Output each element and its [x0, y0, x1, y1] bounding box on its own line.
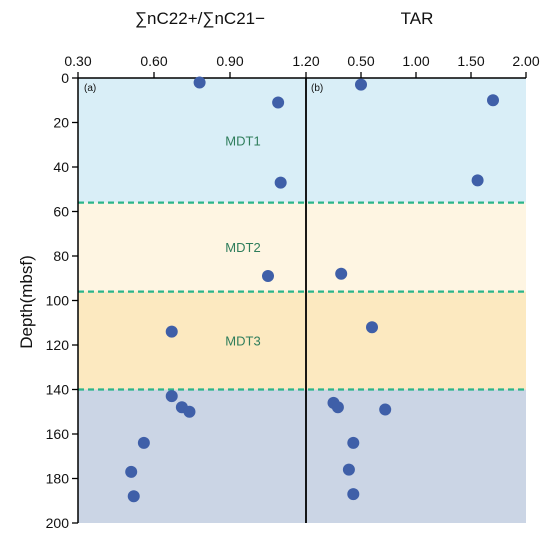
zone-label: MDT1	[225, 133, 260, 148]
data-point	[366, 321, 378, 334]
y-tick-label: 200	[46, 515, 70, 531]
y-tick-label: 180	[46, 471, 70, 487]
data-points	[125, 76, 499, 503]
data-point	[347, 488, 360, 501]
y-tick-label: 40	[53, 159, 69, 175]
data-point	[347, 436, 360, 449]
data-point	[127, 490, 140, 503]
y-tick-label: 60	[53, 204, 69, 220]
y-axis-title: Depth(mbsf)	[17, 255, 36, 349]
zone-labels: MDT1 MDT2 MDT3	[225, 133, 260, 348]
y-tick-label: 100	[46, 293, 70, 309]
data-point	[272, 96, 285, 109]
data-point	[379, 403, 392, 416]
data-point	[335, 267, 348, 280]
data-point	[487, 94, 499, 107]
data-point	[262, 270, 274, 283]
x-tick-label: 0.30	[64, 53, 91, 69]
zone-band	[78, 389, 526, 523]
y-tick-label: 140	[46, 382, 70, 398]
zone-band	[78, 78, 526, 203]
x-axis-a-title: ∑nC22+/∑nC21−	[135, 9, 265, 28]
x-tick-label: 2.00	[512, 53, 539, 69]
x-tick-label: 1.50	[457, 53, 484, 69]
data-point	[274, 176, 287, 189]
x-tick-label: 0.60	[140, 53, 167, 69]
y-tick-label: 0	[61, 70, 69, 86]
zone-label: MDT2	[225, 240, 260, 255]
x-tick-label: 1.20	[292, 53, 319, 69]
data-point	[125, 465, 138, 478]
x-tick-label: 0.50	[347, 53, 374, 69]
data-point	[193, 76, 206, 89]
data-point	[342, 463, 355, 476]
zone-boundaries	[78, 201, 526, 391]
data-point	[355, 78, 367, 91]
data-point	[165, 325, 178, 338]
zone-bands	[78, 78, 526, 523]
zone-band	[78, 202, 526, 292]
y-tick-label: 160	[46, 426, 70, 442]
zone-band	[78, 291, 526, 390]
x-axis-b-title: TAR	[401, 9, 434, 28]
y-tick-label: 120	[46, 337, 70, 353]
zone-label: MDT3	[225, 334, 260, 349]
data-point	[471, 174, 484, 187]
panel-b-label: (b)	[311, 83, 323, 94]
data-point	[183, 405, 196, 418]
data-point	[165, 390, 178, 403]
y-tick-label: 20	[53, 115, 69, 131]
data-point	[331, 401, 344, 414]
axis-ticks: 0 20 40 60 80 100 120 140 160 180 200 0.30 0.60 0.90 1…	[46, 53, 540, 531]
data-point	[137, 436, 150, 449]
x-tick-label: 1.00	[402, 53, 429, 69]
x-tick-label: 0.90	[216, 53, 243, 69]
panel-a-label: (a)	[84, 83, 96, 94]
y-tick-label: 80	[53, 248, 69, 264]
